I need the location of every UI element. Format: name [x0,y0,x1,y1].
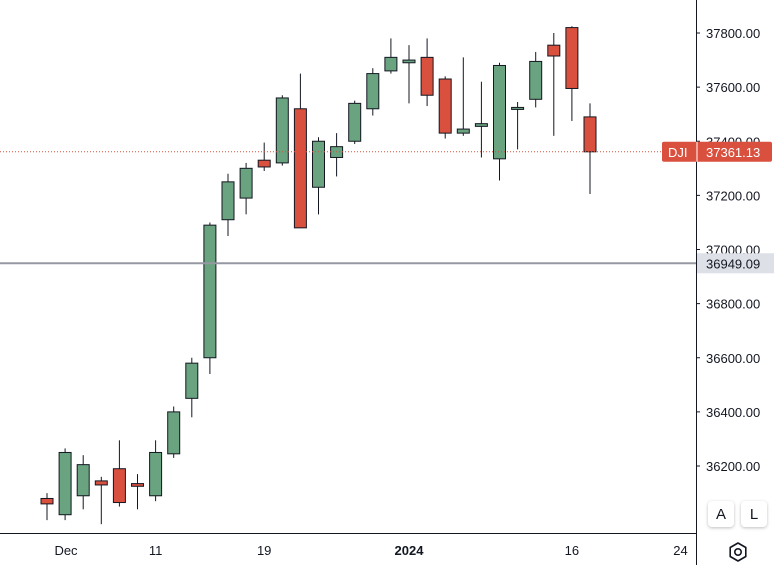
candle [58,448,72,521]
price-tags: DJI 37361.13 36949.09 [662,141,774,274]
candle-body [583,116,597,153]
candle [40,493,54,521]
last-price-tag [662,141,772,162]
reference-price-label: 36949.09 [706,256,760,271]
candle [312,137,325,215]
candle [402,45,416,104]
candle [112,440,126,507]
candle [293,73,307,229]
candle-body [402,59,416,64]
symbol-label: DJI [668,145,688,160]
candle [203,222,217,374]
candle [511,102,525,150]
candle [131,474,144,510]
y-tick-label: 37200.00 [706,188,760,203]
y-tick-label: 36400.00 [706,405,760,420]
candle-body [76,464,90,497]
x-tick-label: 11 [149,543,163,558]
candle [221,173,235,236]
candle-body [474,123,488,127]
candle-body [257,159,271,168]
candle [348,100,362,144]
candle-body [384,56,398,72]
candle-body [40,497,54,505]
candle-body [149,451,163,497]
candle-body [565,27,579,89]
candle-body [58,451,72,516]
candle-body [420,56,434,96]
candle-body [366,73,380,110]
candle-body [221,181,235,221]
candle-body [94,480,108,486]
log-scale-button[interactable]: L [741,501,767,527]
x-tick-label: 16 [565,543,579,558]
candle [275,95,289,166]
candle-body [112,468,126,504]
candle [438,76,452,139]
y-tick-label: 36800.00 [706,297,760,312]
x-tick-label: 24 [673,543,687,558]
time-axis[interactable]: Dec 11 19 2024 16 24 [54,543,687,558]
candle [149,440,163,502]
candle [76,455,90,510]
candle-body [493,64,506,160]
candle-body [275,97,289,164]
candle [94,476,108,525]
y-tick-label: 37600.00 [706,80,760,95]
candle-body [312,140,325,188]
candle [239,162,253,215]
candle [420,38,434,107]
lines-layer [0,0,697,565]
candle-body [348,102,362,142]
candle [547,33,561,136]
candle [384,38,398,74]
candle-body [547,44,561,57]
candle [257,142,271,172]
candle [565,26,579,121]
candle [583,103,597,195]
candles-layer [40,26,597,525]
x-tick-label: 2024 [395,543,425,558]
candle [493,62,506,181]
candle-body [511,106,525,110]
candle-body [203,224,217,359]
candle-body [456,128,470,134]
auto-scale-button[interactable]: A [708,501,734,527]
candle-body [239,167,253,199]
candle-body [167,411,181,455]
candle [474,81,488,158]
candle-body [438,78,452,134]
candle [366,68,380,116]
y-tick-label: 37800.00 [706,26,760,41]
candle-body [185,362,199,399]
candle [167,406,181,458]
y-tick-label: 36600.00 [706,351,760,366]
candle [456,57,470,136]
candle-body [131,483,144,487]
reference-price-tag [697,253,774,274]
candle-body [293,108,307,229]
x-tick-label: Dec [54,543,78,558]
y-tick-label: 36200.00 [706,459,760,474]
last-price-label: 37361.13 [706,145,760,160]
candle-body [529,60,543,100]
candle [529,51,543,108]
candle [330,133,344,177]
price-axis[interactable]: 37800.0037600.0037400.0037200.0037000.00… [696,26,760,474]
x-tick-label: 19 [257,543,271,558]
gear-icon[interactable] [726,540,750,564]
candle [185,357,199,418]
